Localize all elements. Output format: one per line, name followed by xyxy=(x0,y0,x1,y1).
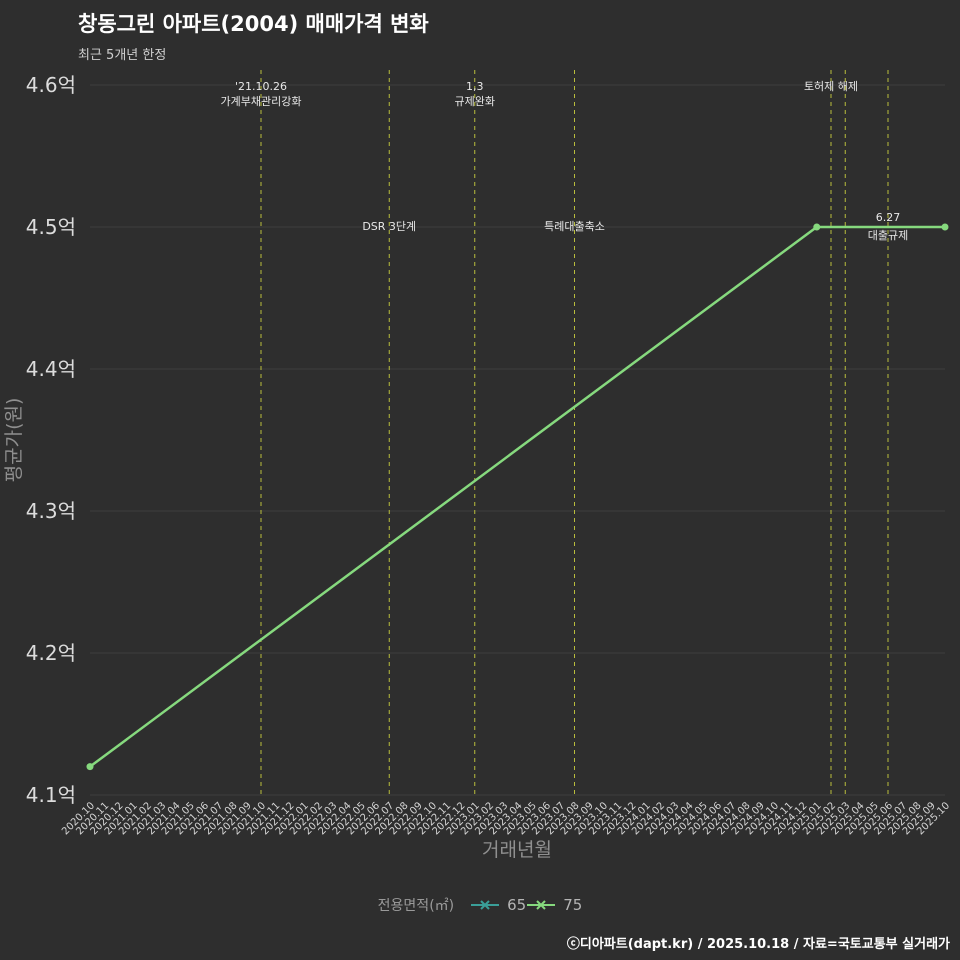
annotation-label: 대출규제 xyxy=(868,229,908,242)
legend-items: 65 75 xyxy=(470,896,582,915)
annotation-label: 1,3 xyxy=(466,80,484,93)
series-line-75[interactable] xyxy=(88,225,947,768)
chart-header: 창동그린 아파트(2004) 매매가격 변화 최근 5개년 한정 xyxy=(78,8,429,63)
legend-item-label: 75 xyxy=(563,895,583,914)
annotation-label: 6.27 xyxy=(876,211,901,224)
data-point-75[interactable] xyxy=(813,223,821,231)
data-point-75[interactable] xyxy=(86,763,94,771)
legend-item-75[interactable]: 75 xyxy=(526,896,582,914)
source-credit: ⓒ디아파트(dapt.kr) / 2025.10.18 / 자료=국토교통부 실… xyxy=(566,937,950,952)
annotation-label: '21.10.26 xyxy=(235,80,287,93)
price-line-chart[interactable]: 4.6억4.5억4.4억4.3억4.2억4.1억2020.102020.1120… xyxy=(0,0,960,880)
annotation-label: 규제완화 xyxy=(455,95,495,108)
data-point-75[interactable] xyxy=(941,223,949,231)
legend: 전용면적(㎡) 65 75 xyxy=(0,895,960,915)
y-tick-label: 4.6억 xyxy=(26,73,76,97)
y-tick-label: 4.4억 xyxy=(26,357,76,381)
annotation-label: 가계부채관리강화 xyxy=(221,95,302,108)
line-x-marker-icon xyxy=(527,899,556,910)
legend-item-65[interactable]: 65 xyxy=(470,896,526,914)
x-axis-title: 거래년월 xyxy=(482,839,552,861)
annotation-label: DSR 3단계 xyxy=(362,220,416,233)
legend-item-label: 65 xyxy=(507,895,527,914)
line-x-marker-icon xyxy=(471,899,500,910)
y-tick-label: 4.3억 xyxy=(26,499,76,523)
y-axis-title: 평균가(원) xyxy=(3,398,25,483)
y-tick-label: 4.1억 xyxy=(26,783,76,807)
page-subtitle: 최근 5개년 한정 xyxy=(78,48,167,63)
page-title: 창동그린 아파트(2004) 매매가격 변화 xyxy=(78,12,429,36)
annotation-label: 특례대출축소 xyxy=(544,220,605,233)
legend-title: 전용면적(㎡) xyxy=(377,898,455,914)
y-tick-label: 4.5억 xyxy=(26,215,76,239)
y-tick-label: 4.2억 xyxy=(26,641,76,665)
annotation-label: 토허제 해제 xyxy=(804,79,858,93)
